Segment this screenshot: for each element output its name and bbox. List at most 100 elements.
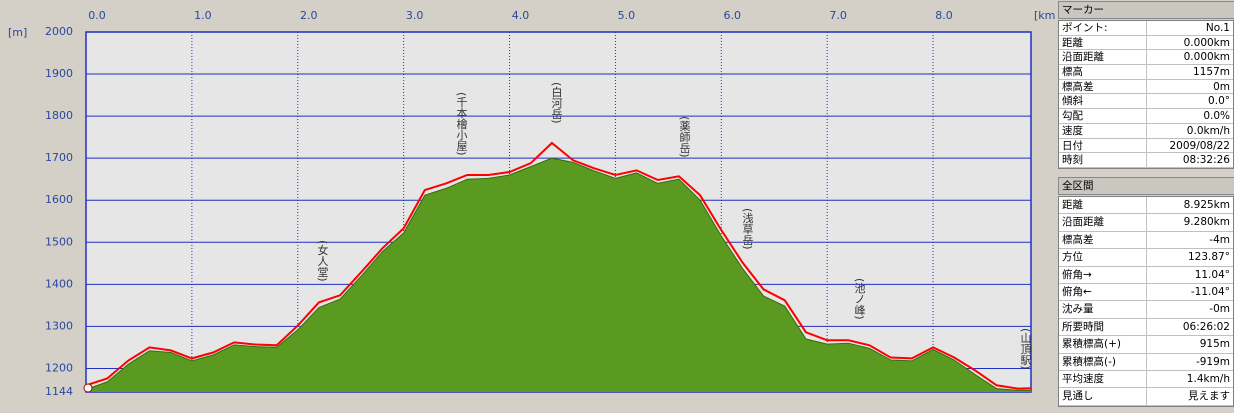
info-panel: マーカー ポイント: No.1 距離 0.000km 沿面距離 0.000km 標高 1157m… — [1058, 0, 1234, 413]
x-tick-label: 8.0 — [935, 9, 953, 22]
annotation: (山頂駅) — [1019, 328, 1032, 370]
info-label: ポイント: — [1062, 22, 1108, 34]
info-row: 標高差 -4m — [1059, 231, 1234, 250]
annotation: (女人堂) — [316, 240, 329, 282]
x-tick-label: 5.0 — [618, 9, 636, 22]
info-label: 累積標高(-) — [1062, 355, 1116, 368]
info-value: -11.04° — [1145, 283, 1234, 301]
info-table: 距離 8.925km 沿面距離 9.280km 標高差 -4m 方位 123.87° 俯角→ 11… — [1058, 196, 1234, 407]
info-label: 方位 — [1062, 251, 1083, 264]
terrain-line — [85, 157, 1031, 391]
annotation: (白河岳) — [550, 82, 563, 124]
x-tick-label: 4.0 — [512, 9, 530, 22]
info-row: 沿面距離 0.000km — [1059, 50, 1233, 66]
info-label: 速度 — [1062, 124, 1083, 137]
annotation: (薬師岳) — [678, 116, 691, 158]
x-tick-label: 2.0 — [300, 9, 318, 22]
y-tick-label: 1400 — [45, 277, 73, 290]
info-value: -0m — [1145, 301, 1234, 318]
info-value: 915m — [1145, 336, 1234, 353]
info-table: ポイント: No.1 距離 0.000km 沿面距離 0.000km 標高 1157m 標高差 0… — [1058, 20, 1234, 169]
section-header: 全区間 — [1058, 177, 1234, 195]
annotation: (池ノ峰) — [853, 278, 866, 320]
info-label: 沈み量 — [1062, 303, 1094, 316]
info-value: 1.4km/h — [1145, 370, 1234, 388]
x-tick-label: 3.0 — [406, 9, 424, 22]
info-value: 06:26:02 — [1145, 318, 1234, 336]
info-label: 俯角← — [1062, 285, 1092, 298]
info-row: 勾配 0.0% — [1059, 109, 1233, 124]
info-row: 沿面距離 9.280km — [1059, 214, 1234, 232]
y-tick-label: 1700 — [45, 151, 73, 164]
y-unit: [m] — [8, 26, 27, 39]
info-value: -4m — [1145, 231, 1234, 249]
info-row: ポイント: No.1 — [1059, 21, 1233, 36]
info-label: 累積標高(+) — [1062, 338, 1121, 351]
info-row: 平均速度 1.4km/h — [1059, 370, 1234, 389]
y-tick-label: 1900 — [45, 67, 73, 80]
x-unit: [km] — [1034, 9, 1056, 22]
info-label: 所要時間 — [1062, 320, 1104, 333]
info-value: 0.000km — [1145, 35, 1234, 50]
info-label: 見通し — [1062, 390, 1094, 403]
info-label: 俯角→ — [1062, 268, 1092, 281]
terrain-fill — [86, 158, 1031, 392]
info-label: 距離 — [1062, 36, 1083, 49]
info-value: 2009/08/22 — [1145, 138, 1234, 153]
y-tick-label: 1144 — [45, 385, 73, 398]
info-row: 累積標高(-) -919m — [1059, 353, 1234, 371]
info-value: 0.0% — [1145, 109, 1234, 123]
info-label: 標高 — [1062, 66, 1083, 79]
info-row: 俯角← -11.04° — [1059, 283, 1234, 302]
y-tick-label: 1200 — [45, 361, 73, 374]
info-value: 見えます — [1145, 388, 1234, 405]
chart: [m] [km] 1144 1200 1300 1400 1500 1600 1700 180… — [8, 9, 1056, 398]
info-value: 08:32:26 — [1145, 153, 1234, 167]
y-tick-label: 1500 — [45, 235, 73, 248]
info-value: 0m — [1145, 79, 1234, 94]
info-row: 速度 0.0km/h — [1059, 123, 1234, 139]
info-row: 日付 2009/08/22 — [1059, 138, 1234, 154]
info-value: 0.0° — [1145, 94, 1234, 109]
info-label: 距離 — [1062, 199, 1083, 211]
y-tick-label: 1600 — [45, 193, 73, 206]
annotation: (浅草岳) — [741, 208, 754, 250]
info-row: 距離 0.000km — [1059, 35, 1234, 51]
info-value: 9.280km — [1145, 214, 1234, 231]
info-label: 標高差 — [1062, 233, 1094, 246]
info-value: 123.87° — [1145, 249, 1234, 266]
info-row: 標高 1157m — [1059, 65, 1233, 80]
x-tick-label: 1.0 — [194, 9, 212, 22]
info-label: 傾斜 — [1062, 95, 1083, 108]
annotation: (千本檜小屋) — [455, 92, 468, 156]
info-label: 標高差 — [1062, 80, 1094, 93]
info-row: 距離 8.925km — [1059, 197, 1234, 215]
section-header: マーカー — [1058, 1, 1234, 19]
info-value: 1157m — [1145, 65, 1234, 79]
info-label: 日付 — [1062, 139, 1083, 152]
track-line — [85, 141, 1032, 390]
y-tick-label: 1300 — [45, 319, 73, 332]
info-row: 標高差 0m — [1059, 79, 1234, 95]
info-row: 累積標高(+) 915m — [1059, 336, 1234, 354]
position-marker — [83, 383, 93, 393]
info-value: 0.0km/h — [1145, 123, 1234, 138]
y-tick-label: 1800 — [45, 109, 73, 122]
info-label: 平均速度 — [1062, 372, 1104, 385]
x-tick-label: 7.0 — [829, 9, 847, 22]
y-tick-label: 2000 — [45, 25, 73, 38]
info-value: -919m — [1145, 353, 1234, 370]
info-label: 時刻 — [1062, 154, 1083, 167]
info-row: 所要時間 06:26:02 — [1059, 318, 1234, 337]
info-label: 沿面距離 — [1062, 216, 1104, 229]
info-label: 沿面距離 — [1062, 51, 1104, 64]
info-row: 見通し 見えます — [1059, 388, 1234, 406]
info-row: 方位 123.87° — [1059, 249, 1234, 267]
x-tick-label: 6.0 — [724, 9, 742, 22]
x-tick-label: 0.0 — [88, 9, 106, 22]
info-row: 時刻 08:32:26 — [1059, 153, 1233, 168]
info-row: 傾斜 0.0° — [1059, 94, 1234, 110]
info-value: 8.925km — [1145, 197, 1234, 214]
info-value: 11.04° — [1145, 266, 1234, 283]
info-row: 俯角→ 11.04° — [1059, 266, 1234, 284]
